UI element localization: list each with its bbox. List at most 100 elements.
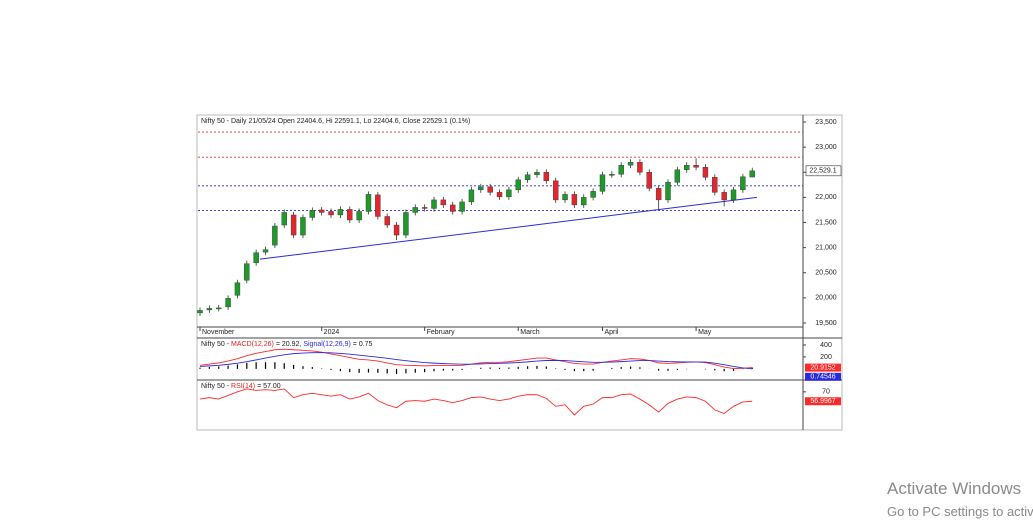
panel-header-part: = 20.92, (276, 341, 302, 348)
x-tick-label: November (202, 329, 235, 336)
candle-body (356, 211, 362, 221)
histogram-bar (405, 368, 407, 374)
candle-body (384, 216, 390, 226)
last-price-box (805, 165, 842, 177)
candle-body (646, 172, 652, 189)
histogram-bar (639, 367, 641, 369)
panel-header-part: MACD(12,26) (231, 341, 274, 348)
histogram-bar (461, 368, 463, 370)
histogram-bar (527, 366, 529, 369)
histogram-bar (489, 367, 491, 369)
y-tick-label: 200 (820, 354, 832, 361)
histogram-bar (536, 365, 538, 369)
candle-body (749, 170, 755, 178)
histogram-bar (424, 368, 426, 373)
candle-body (740, 176, 746, 191)
x-tick-label: March (520, 329, 540, 336)
chart-frame (196, 114, 843, 431)
watermark-subtitle: Go to PC settings to activate Windows. (887, 504, 1033, 519)
candle-body (375, 194, 381, 217)
candle-body (487, 186, 493, 193)
panel-header: Nifty 50 - RSI(14) = 57.00 (201, 383, 281, 390)
y-tick-label: 70 (822, 389, 830, 396)
candle-body (515, 179, 521, 191)
candle-body (599, 174, 606, 192)
candle-body (496, 192, 503, 198)
histogram-bar (508, 367, 510, 369)
candle-body (262, 249, 269, 253)
histogram-bar (611, 367, 613, 369)
candle-body (281, 212, 287, 226)
x-tick-label: April (604, 329, 618, 336)
histogram-bar (302, 366, 304, 369)
histogram-bar (283, 363, 285, 369)
y-tick-label: 400 (820, 342, 832, 349)
candle-body (730, 189, 737, 201)
y-tick-label: 21,500 (815, 219, 837, 226)
candle-body (347, 209, 353, 221)
panel-header-part: Nifty 50 - (201, 341, 230, 348)
histogram-bar (311, 367, 313, 369)
y-tick-label: 22,000 (815, 194, 837, 201)
y-tick-label: 20,500 (815, 270, 837, 277)
candle-body (459, 201, 465, 212)
panel-header-part: Signal(12,26,9) (303, 341, 350, 348)
candle-body (450, 204, 456, 212)
histogram-bar (573, 368, 575, 372)
histogram-bar (377, 368, 379, 373)
panel-header-part: = 57.00 (257, 383, 281, 390)
candle-body (543, 172, 550, 182)
candle-body (665, 182, 671, 201)
histogram-bar (583, 368, 585, 372)
series-line (199, 388, 753, 416)
histogram-bar (658, 368, 660, 371)
candle-body (721, 192, 727, 201)
chart-title: Nifty 50 - Daily 21/05/24 Open 22404.6, … (201, 118, 470, 125)
candle-body (440, 199, 447, 206)
candle-body (365, 194, 372, 212)
histogram-bar (667, 368, 669, 371)
candle-body (562, 194, 568, 201)
y-tick-label: 20,000 (815, 295, 837, 302)
value-box-label: 0.74546 (810, 374, 835, 381)
histogram-bar (676, 368, 678, 370)
candle-body (421, 207, 428, 209)
histogram-bar (452, 368, 454, 371)
candle-body (393, 224, 400, 236)
candle-body (225, 298, 231, 308)
candle-body (627, 162, 634, 166)
candle-body (674, 169, 681, 183)
histogram-bar (246, 362, 248, 369)
y-tick-label: 19,500 (815, 320, 837, 327)
histogram-bar (227, 365, 229, 369)
candle-body (412, 207, 418, 213)
histogram-bar (714, 368, 716, 371)
value-box-label: 20.9152 (810, 364, 835, 371)
candle-body (693, 165, 699, 168)
histogram-bar (498, 367, 501, 369)
candle-body (206, 308, 213, 311)
panel-header-part: = 0.75 (353, 341, 373, 348)
histogram-bar (255, 362, 257, 369)
histogram-bar (620, 367, 622, 369)
candle-body (253, 252, 259, 263)
candle-body (197, 310, 203, 314)
candle-body (534, 172, 540, 175)
histogram-bar (545, 366, 547, 369)
candle-body (478, 186, 484, 191)
histogram-bar (349, 368, 351, 373)
candle-body (506, 189, 512, 198)
histogram-bar (751, 367, 753, 369)
histogram-bar (236, 364, 239, 369)
histogram-bar (704, 368, 707, 370)
candle-body (309, 210, 316, 218)
histogram-bar (330, 368, 332, 370)
histogram-bar (264, 362, 267, 369)
candle-body (272, 225, 278, 246)
y-tick-label: 23,000 (815, 144, 837, 151)
candle-body (216, 307, 222, 310)
histogram-bar (358, 368, 360, 373)
value-box-label: 56.9967 (810, 398, 835, 405)
histogram-bar (414, 368, 416, 373)
